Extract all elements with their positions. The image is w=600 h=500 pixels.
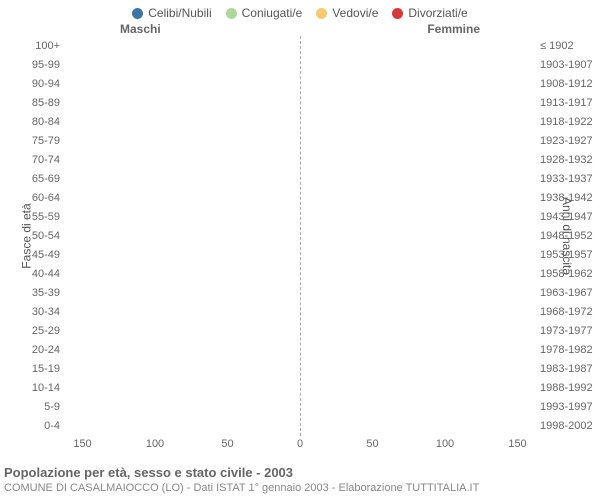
birth-year-label: 1938-1942 [540, 188, 593, 207]
age-label: 30-34 [32, 303, 60, 322]
birth-year-label: 1998-2002 [540, 417, 593, 436]
x-tick-label: 0 [297, 438, 303, 450]
age-label: 60-64 [32, 188, 60, 207]
bars-area [68, 36, 532, 436]
x-axis: 150 100 50 0 50 100 150 [68, 438, 532, 454]
age-label: 100+ [35, 36, 60, 55]
birth-year-label: 1903-1907 [540, 55, 593, 74]
birth-year-label: 1953-1957 [540, 246, 593, 265]
age-label: 20-24 [32, 341, 60, 360]
birth-year-label: 1943-1947 [540, 207, 593, 226]
birth-year-label: 1918-1922 [540, 112, 593, 131]
age-label: 0-4 [44, 417, 60, 436]
pyramid-row [68, 360, 532, 379]
age-label: 95-99 [32, 55, 60, 74]
legend-label: Coniugati/e [242, 6, 303, 20]
birth-year-label: 1913-1917 [540, 93, 593, 112]
age-label: 15-19 [32, 360, 60, 379]
birth-year-label: 1973-1977 [540, 322, 593, 341]
legend-label: Celibi/Nubili [148, 6, 211, 20]
age-label: 10-14 [32, 379, 60, 398]
pyramid-row [68, 246, 532, 265]
legend-item: Coniugati/e [226, 6, 303, 20]
legend-item: Celibi/Nubili [132, 6, 211, 20]
age-label: 5-9 [44, 398, 60, 417]
birth-year-label: 1968-1972 [540, 303, 593, 322]
pyramid-row [68, 379, 532, 398]
age-label: 40-44 [32, 265, 60, 284]
pyramid-row [68, 188, 532, 207]
birth-year-label: 1928-1932 [540, 150, 593, 169]
chart-source: COMUNE DI CASALMAIOCCO (LO) - Dati ISTAT… [4, 482, 596, 494]
age-label: 70-74 [32, 150, 60, 169]
pyramid-row [68, 417, 532, 436]
legend: Celibi/Nubili Coniugati/e Vedovi/e Divorzia… [0, 0, 600, 20]
age-label: 45-49 [32, 246, 60, 265]
x-tick-label: 150 [73, 438, 91, 450]
female-header: Femmine [427, 22, 480, 36]
birth-year-label: 1908-1912 [540, 74, 593, 93]
birth-year-label: 1948-1952 [540, 226, 593, 245]
x-tick-label: 100 [436, 438, 454, 450]
pyramid-row [68, 169, 532, 188]
pyramid-row [68, 74, 532, 93]
pyramid-row [68, 284, 532, 303]
legend-swatch [226, 8, 237, 19]
birth-year-label: 1993-1997 [540, 398, 593, 417]
age-label: 25-29 [32, 322, 60, 341]
legend-label: Divorziati/e [408, 6, 467, 20]
pyramid-row [68, 265, 532, 284]
age-label: 90-94 [32, 74, 60, 93]
chart-footer: Popolazione per età, sesso e stato civil… [4, 465, 596, 494]
plot-area: Fasce di età Anni di nascita 100+95-9990… [0, 36, 600, 436]
pyramid-row [68, 150, 532, 169]
birth-year-label: 1933-1937 [540, 169, 593, 188]
pyramid-row [68, 36, 532, 55]
age-label: 80-84 [32, 112, 60, 131]
legend-label: Vedovi/e [332, 6, 378, 20]
age-label: 35-39 [32, 284, 60, 303]
birth-year-label: 1958-1962 [540, 265, 593, 284]
legend-item: Vedovi/e [316, 6, 378, 20]
male-header: Maschi [120, 22, 161, 36]
birth-year-label: ≤ 1902 [540, 36, 574, 55]
x-tick-label: 50 [221, 438, 233, 450]
age-label: 50-54 [32, 226, 60, 245]
age-label: 85-89 [32, 93, 60, 112]
birth-year-label: 1988-1992 [540, 379, 593, 398]
age-labels: 100+95-9990-9485-8980-8475-7970-7465-696… [0, 36, 64, 436]
legend-swatch [132, 8, 143, 19]
x-tick-label: 50 [366, 438, 378, 450]
pyramid-row [68, 112, 532, 131]
legend-item: Divorziati/e [392, 6, 467, 20]
legend-swatch [392, 8, 403, 19]
age-label: 75-79 [32, 131, 60, 150]
age-label: 65-69 [32, 169, 60, 188]
legend-swatch [316, 8, 327, 19]
pyramid-row [68, 55, 532, 74]
pyramid-row [68, 207, 532, 226]
pyramid-row [68, 322, 532, 341]
population-pyramid-chart: Celibi/Nubili Coniugati/e Vedovi/e Divorzia… [0, 0, 600, 500]
birth-year-label: 1983-1987 [540, 360, 593, 379]
chart-title: Popolazione per età, sesso e stato civil… [4, 465, 596, 480]
birth-year-labels: ≤ 19021903-19071908-19121913-19171918-19… [536, 36, 600, 436]
gender-header: Maschi Femmine [0, 20, 600, 36]
pyramid-row [68, 226, 532, 245]
birth-year-label: 1978-1982 [540, 341, 593, 360]
pyramid-row [68, 398, 532, 417]
pyramid-row [68, 303, 532, 322]
age-label: 55-59 [32, 207, 60, 226]
x-tick-label: 100 [146, 438, 164, 450]
pyramid-row [68, 131, 532, 150]
birth-year-label: 1963-1967 [540, 284, 593, 303]
pyramid-row [68, 341, 532, 360]
birth-year-label: 1923-1927 [540, 131, 593, 150]
pyramid-row [68, 93, 532, 112]
x-tick-label: 150 [508, 438, 526, 450]
